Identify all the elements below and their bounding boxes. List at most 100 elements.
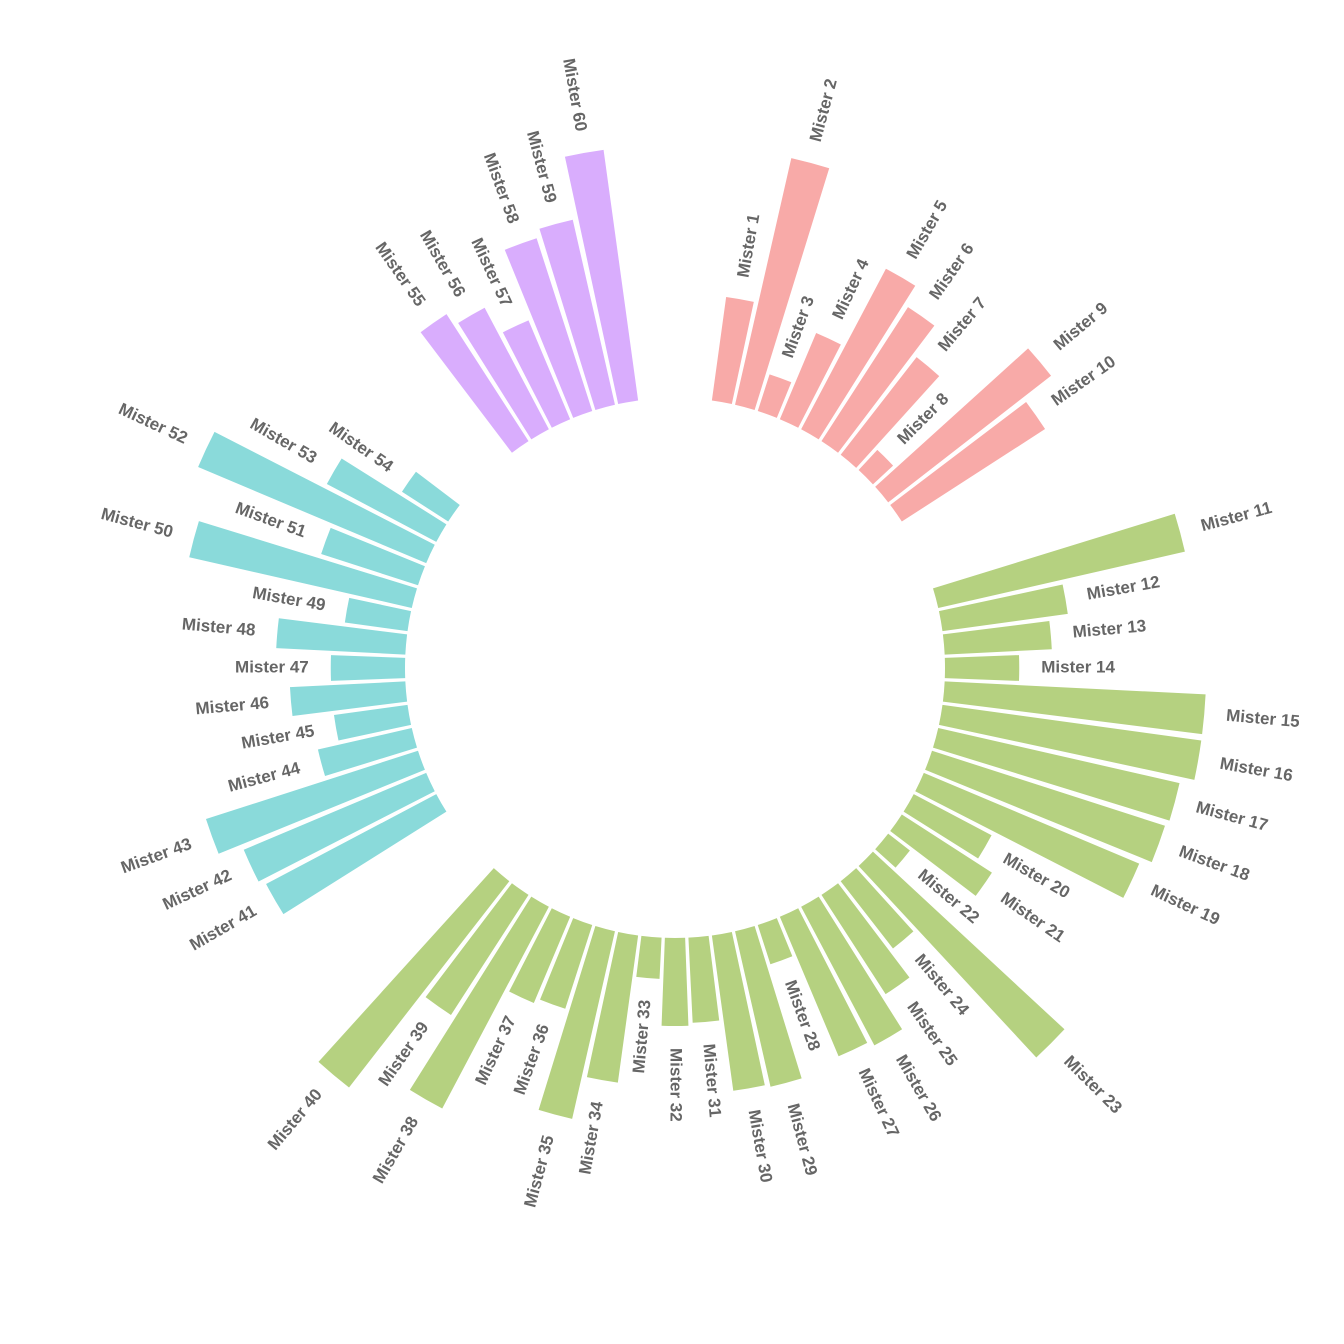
label-mister-12: Mister 12 bbox=[1085, 572, 1161, 604]
bar-mister-17 bbox=[932, 728, 1180, 821]
bar-mister-59 bbox=[539, 219, 615, 411]
bar-mister-15 bbox=[942, 681, 1206, 735]
bar-mister-12 bbox=[938, 584, 1068, 632]
bar-mister-41 bbox=[266, 794, 447, 915]
label-mister-31: Mister 31 bbox=[699, 1043, 724, 1118]
label-mister-19: Mister 19 bbox=[1148, 881, 1223, 929]
label-mister-55: Mister 55 bbox=[372, 239, 430, 310]
bar-mister-27 bbox=[779, 908, 868, 1057]
bar-mister-35 bbox=[538, 925, 615, 1119]
bar-mister-43 bbox=[205, 750, 425, 854]
bar-mister-24 bbox=[840, 868, 914, 949]
label-mister-47: Mister 47 bbox=[235, 657, 309, 676]
bar-mister-58 bbox=[504, 238, 593, 418]
bar-mister-60 bbox=[564, 149, 639, 405]
bar-mister-11 bbox=[932, 513, 1185, 608]
bar-mister-4 bbox=[779, 333, 841, 428]
label-mister-48: Mister 48 bbox=[181, 614, 256, 639]
label-mister-41: Mister 41 bbox=[186, 901, 259, 954]
bar-mister-33 bbox=[636, 935, 662, 979]
bar-mister-8 bbox=[858, 449, 894, 485]
bar-mister-6 bbox=[821, 307, 935, 453]
label-mister-7: Mister 7 bbox=[934, 294, 990, 355]
bar-mister-54 bbox=[401, 471, 460, 522]
bar-mister-49 bbox=[344, 597, 412, 632]
bar-mister-22 bbox=[875, 833, 910, 868]
label-mister-29: Mister 29 bbox=[784, 1101, 821, 1177]
bar-mister-38 bbox=[409, 896, 549, 1109]
bar-mister-9 bbox=[875, 348, 1052, 503]
bar-mister-13 bbox=[942, 621, 1052, 655]
bar-mister-19 bbox=[915, 772, 1140, 898]
bar-mister-23 bbox=[858, 851, 1065, 1058]
label-mister-9: Mister 9 bbox=[1050, 298, 1111, 354]
label-mister-38: Mister 38 bbox=[369, 1113, 422, 1186]
label-mister-16: Mister 16 bbox=[1218, 754, 1294, 786]
label-mister-32: Mister 32 bbox=[667, 1048, 686, 1122]
label-mister-23: Mister 23 bbox=[1060, 1052, 1126, 1118]
label-mister-14: Mister 14 bbox=[1041, 657, 1115, 676]
bar-mister-26 bbox=[801, 896, 903, 1046]
bar-mister-56 bbox=[458, 307, 549, 440]
label-mister-18: Mister 18 bbox=[1176, 842, 1252, 885]
bar-mister-18 bbox=[925, 750, 1165, 863]
label-mister-1: Mister 1 bbox=[733, 212, 763, 279]
bar-mister-28 bbox=[757, 918, 793, 965]
label-mister-49: Mister 49 bbox=[251, 583, 327, 615]
bars-layer bbox=[189, 149, 1206, 1119]
bar-mister-31 bbox=[688, 935, 720, 1023]
label-mister-6: Mister 6 bbox=[925, 239, 977, 303]
bar-mister-42 bbox=[243, 772, 435, 882]
bar-mister-53 bbox=[326, 458, 447, 542]
label-mister-27: Mister 27 bbox=[855, 1065, 903, 1140]
label-mister-43: Mister 43 bbox=[118, 834, 194, 877]
bar-mister-36 bbox=[540, 918, 593, 1009]
label-mister-60: Mister 60 bbox=[559, 57, 591, 133]
bar-mister-20 bbox=[903, 794, 992, 859]
bar-mister-52 bbox=[198, 431, 435, 564]
bar-mister-2 bbox=[735, 158, 830, 411]
label-mister-50: Mister 50 bbox=[99, 504, 175, 541]
bar-mister-21 bbox=[890, 814, 992, 896]
label-mister-40: Mister 40 bbox=[264, 1085, 326, 1154]
label-mister-58: Mister 58 bbox=[480, 150, 523, 226]
bar-mister-39 bbox=[425, 883, 529, 1015]
label-mister-26: Mister 26 bbox=[892, 1051, 945, 1124]
label-mister-10: Mister 10 bbox=[1048, 352, 1119, 410]
bar-mister-5 bbox=[801, 268, 916, 440]
bar-mister-34 bbox=[586, 931, 639, 1083]
label-mister-46: Mister 46 bbox=[195, 693, 270, 718]
bar-mister-3 bbox=[757, 374, 792, 418]
bar-mister-29 bbox=[735, 925, 802, 1087]
bar-mister-57 bbox=[502, 320, 571, 428]
bar-mister-14 bbox=[944, 655, 1020, 681]
bar-mister-10 bbox=[890, 401, 1046, 522]
bar-mister-7 bbox=[840, 357, 940, 468]
label-mister-35: Mister 35 bbox=[520, 1133, 557, 1209]
label-mister-17: Mister 17 bbox=[1194, 797, 1270, 834]
bar-mister-25 bbox=[821, 883, 910, 995]
label-mister-30: Mister 30 bbox=[745, 1108, 777, 1184]
label-mister-59: Mister 59 bbox=[523, 129, 560, 205]
bar-mister-46 bbox=[289, 681, 408, 716]
bar-mister-1 bbox=[711, 297, 754, 405]
label-mister-56: Mister 56 bbox=[416, 227, 469, 300]
bar-mister-45 bbox=[333, 704, 412, 741]
bar-mister-47 bbox=[330, 655, 406, 681]
label-mister-57: Mister 57 bbox=[467, 235, 515, 310]
bar-mister-48 bbox=[276, 618, 408, 655]
bar-mister-30 bbox=[711, 931, 765, 1091]
bar-mister-16 bbox=[938, 704, 1202, 780]
label-mister-33: Mister 33 bbox=[629, 999, 654, 1074]
label-mister-2: Mister 2 bbox=[806, 77, 841, 144]
label-mister-15: Mister 15 bbox=[1225, 706, 1300, 731]
label-mister-42: Mister 42 bbox=[160, 866, 235, 914]
label-mister-45: Mister 45 bbox=[240, 721, 316, 753]
bar-mister-50 bbox=[189, 521, 418, 608]
label-mister-34: Mister 34 bbox=[575, 1099, 607, 1175]
label-mister-11: Mister 11 bbox=[1199, 498, 1274, 535]
bar-mister-55 bbox=[420, 314, 529, 453]
label-mister-44: Mister 44 bbox=[226, 758, 303, 796]
bar-mister-51 bbox=[321, 527, 425, 586]
